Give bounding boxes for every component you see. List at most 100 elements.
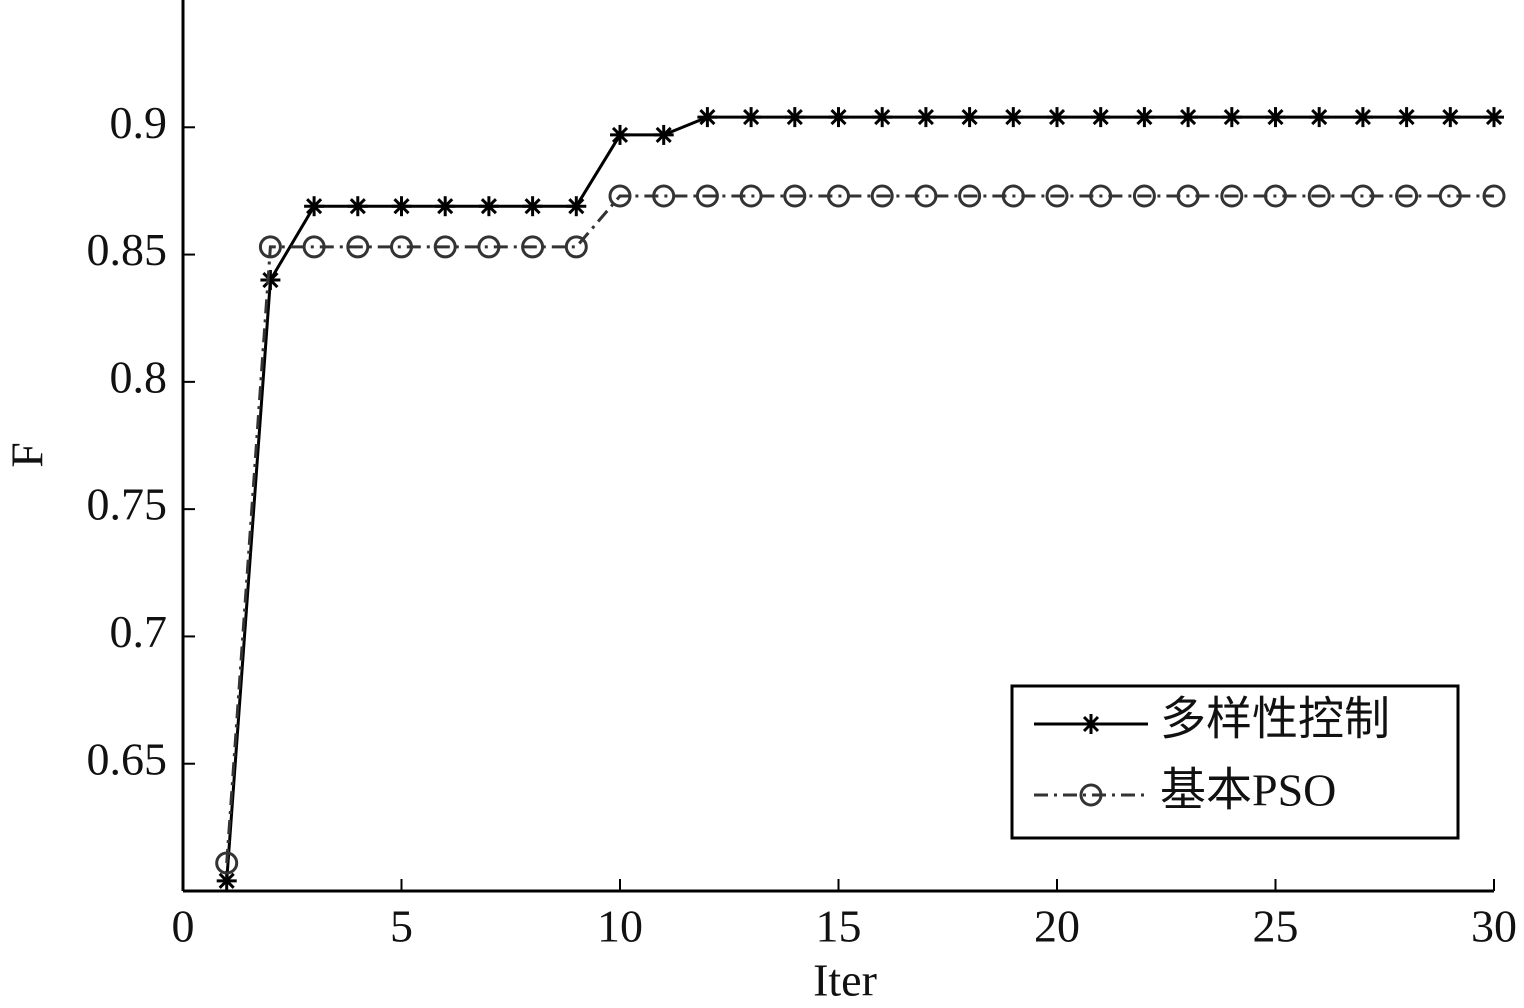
marker <box>391 196 412 217</box>
y-tick-label: 0.65 <box>87 733 168 784</box>
marker-circle <box>477 235 501 259</box>
marker-star <box>218 872 235 889</box>
marker <box>610 124 630 145</box>
marker <box>914 184 938 208</box>
marker <box>1003 107 1024 128</box>
x-tick-label: 0 <box>172 901 195 952</box>
marker-star <box>1485 109 1503 126</box>
marker <box>959 107 980 128</box>
marker <box>390 235 413 259</box>
marker-circle <box>1307 184 1331 208</box>
marker-star <box>1442 109 1459 126</box>
marker-circle <box>1438 184 1462 208</box>
marker-circle <box>1395 184 1419 208</box>
series-line <box>225 194 1494 864</box>
marker-circle <box>783 184 807 208</box>
marker <box>784 107 805 128</box>
marker-circle <box>914 184 938 208</box>
marker <box>1079 783 1103 807</box>
marker <box>1001 184 1025 208</box>
marker-star <box>1267 109 1284 126</box>
marker <box>347 196 368 217</box>
legend-label: 基本PSO <box>1160 765 1336 816</box>
marker <box>1484 107 1504 128</box>
marker <box>566 196 587 217</box>
y-tick-label: 0.9 <box>110 97 168 148</box>
marker <box>260 270 281 291</box>
marker-circle <box>1045 184 1069 208</box>
marker <box>1220 184 1244 208</box>
marker <box>1264 184 1287 208</box>
marker-star <box>611 126 629 143</box>
marker-star <box>349 198 366 215</box>
marker-star <box>262 271 279 289</box>
marker <box>1438 184 1462 208</box>
marker <box>435 196 456 217</box>
marker <box>741 107 762 128</box>
marker-circle <box>1264 184 1287 208</box>
marker-star <box>917 109 934 126</box>
marker <box>608 184 632 208</box>
marker-star <box>1354 109 1371 126</box>
marker <box>739 184 763 208</box>
marker-circle <box>695 184 719 208</box>
marker-circle <box>564 235 588 259</box>
marker <box>1089 184 1113 208</box>
y-tick-label: 0.8 <box>110 351 168 402</box>
marker-circle <box>608 184 632 208</box>
marker <box>1047 107 1067 128</box>
marker-star <box>1082 715 1100 733</box>
marker <box>477 235 501 259</box>
marker-circle <box>346 235 370 259</box>
marker-circle <box>739 184 763 208</box>
marker <box>872 107 893 128</box>
x-tick-label: 25 <box>1253 901 1299 952</box>
marker-star <box>1398 109 1415 126</box>
marker <box>304 196 325 217</box>
marker <box>870 184 894 208</box>
marker <box>1090 107 1111 128</box>
marker-circle <box>1001 184 1025 208</box>
marker <box>653 124 674 145</box>
marker <box>958 184 982 208</box>
x-tick-label: 10 <box>597 901 643 952</box>
marker-star <box>1311 109 1328 126</box>
marker-circle <box>958 184 982 208</box>
marker <box>346 235 370 259</box>
marker <box>827 184 850 208</box>
marker <box>216 870 237 891</box>
marker <box>215 851 239 875</box>
marker <box>1045 184 1069 208</box>
marker-star <box>874 109 891 126</box>
marker <box>1178 107 1199 128</box>
legend-box <box>1010 684 1460 840</box>
marker <box>1440 107 1461 128</box>
x-tick-label: 15 <box>816 901 862 952</box>
marker <box>1396 107 1417 128</box>
legend-label: 多样性控制 <box>1160 694 1390 745</box>
marker-circle <box>652 184 676 208</box>
marker <box>1309 107 1330 128</box>
marker-circle <box>390 235 413 259</box>
marker <box>258 235 282 259</box>
marker-circle <box>302 235 326 259</box>
marker-circle <box>1132 184 1156 208</box>
marker-circle <box>521 235 545 259</box>
marker-star <box>1180 109 1197 126</box>
marker <box>478 196 499 217</box>
y-axis-label: F <box>2 442 53 468</box>
marker <box>1351 184 1375 208</box>
y-tick-label: 0.75 <box>87 479 168 530</box>
y-tick-label: 0.85 <box>87 224 168 275</box>
marker-star <box>655 126 672 143</box>
marker-circle <box>1482 184 1506 208</box>
marker <box>433 235 457 259</box>
marker-star <box>743 109 760 126</box>
marker <box>695 184 719 208</box>
marker-star <box>1136 109 1153 126</box>
marker-circle <box>870 184 894 208</box>
marker-circle <box>1351 184 1375 208</box>
marker-star <box>568 198 585 215</box>
marker <box>915 107 936 128</box>
